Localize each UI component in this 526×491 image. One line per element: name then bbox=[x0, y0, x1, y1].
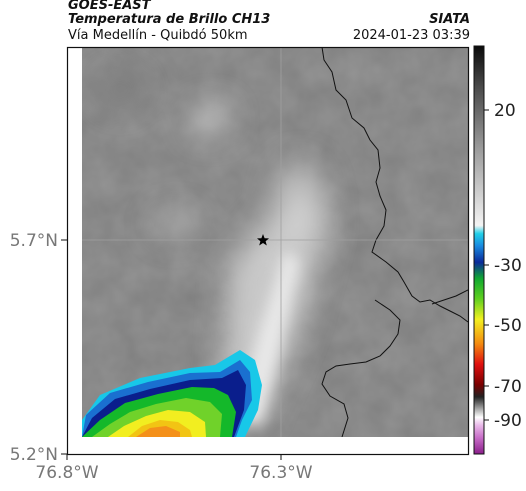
region-label: Vía Medellín - Quibdó 50km bbox=[68, 28, 248, 43]
star-icon bbox=[257, 234, 269, 246]
datetime-label: 2024-01-23 03:39 bbox=[352, 28, 470, 43]
lat-label: 5.2°N bbox=[10, 445, 58, 465]
lon-label: 76.8°W bbox=[35, 463, 98, 483]
colorbar-tick: -30 bbox=[494, 256, 522, 276]
map-frame bbox=[66, 46, 470, 456]
satellite-title: GOES-EAST bbox=[68, 0, 151, 13]
lat-label: 5.7°N bbox=[10, 231, 58, 251]
satellite-image bbox=[82, 47, 468, 437]
colorbar: 20 -30 -50 -70 -90 bbox=[473, 45, 522, 455]
colorbar-tick: -70 bbox=[494, 377, 522, 397]
product-title: Temperatura de Brillo CH13 bbox=[68, 12, 271, 27]
source-label: SIATA bbox=[429, 12, 470, 27]
lon-label: 76.3°W bbox=[249, 463, 312, 483]
colorbar-tick: -90 bbox=[494, 411, 522, 431]
colorbar-tick: 20 bbox=[494, 101, 516, 121]
colorbar-tick: -50 bbox=[494, 316, 522, 336]
border-lines bbox=[321, 47, 468, 437]
